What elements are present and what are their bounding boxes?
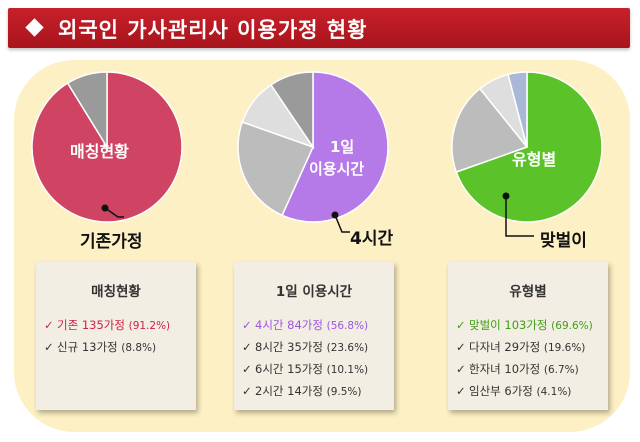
box-list: ✓ 맞벌이 103가정 (69.6%) ✓ 다자녀 29가정 (19.6%) ✓ 한자녀 …: [456, 314, 593, 402]
callout-line-matching: [101, 204, 124, 218]
pie-center-label-line1: 1일: [330, 138, 355, 156]
list-item: ✓ 4시간 84가정 (56.8%): [242, 314, 368, 336]
item-percent: (9.5%): [326, 386, 362, 398]
list-item: ✓ 6시간 15가정 (10.1%): [242, 358, 368, 380]
check-icon: ✓: [242, 318, 252, 332]
item-percent: (91.2%): [128, 320, 171, 332]
pie-svg-type: [451, 71, 603, 223]
box-title: 유형별: [509, 284, 547, 300]
summary-box-matching: 매칭현황 ✓ 기존 135가정 (91.2%) ✓ 신규 13가정 (8.8%): [36, 262, 196, 410]
item-text: 2시간 14가정: [255, 384, 327, 398]
list-item: ✓ 2시간 14가정 (9.5%): [242, 380, 368, 402]
pie-center-label-matching: 매칭현황: [70, 142, 129, 161]
callout-label-daily-hours: 4시간: [350, 229, 394, 249]
box-list: ✓ 기존 135가정 (91.2%) ✓ 신규 13가정 (8.8%): [44, 314, 170, 358]
list-item: ✓ 기존 135가정 (91.2%): [44, 314, 170, 336]
pie-slice-0-1: [66, 71, 108, 150]
pie-chart-type: [451, 71, 603, 226]
item-percent: (56.8%): [326, 320, 369, 332]
pie-chart-matching: [31, 71, 183, 226]
item-percent: (69.6%): [551, 320, 593, 332]
pie-slice-2-0: [455, 71, 603, 223]
box-list: ✓ 4시간 84가정 (56.8%) ✓ 8시간 35가정 (23.6%) ✓ 6시간 1…: [242, 314, 368, 402]
item-percent: (23.6%): [326, 342, 369, 354]
pie-svg-daily-hours: [237, 71, 389, 223]
list-item: ✓ 한자녀 10가정 (6.7%): [456, 358, 593, 380]
item-text: 6시간 15가정: [255, 362, 327, 376]
item-percent: (19.6%): [543, 342, 586, 354]
pie-slice-1-1: [237, 121, 315, 217]
summary-box-daily-hours: 1일 이용시간 ✓ 4시간 84가정 (56.8%) ✓ 8시간 35가정 (23.6…: [234, 262, 394, 410]
callout-line-type: [502, 192, 534, 237]
item-percent: (6.7%): [543, 364, 579, 376]
pie-center-label-line2: 이용시간: [309, 160, 365, 178]
pie-slice-2-1: [451, 87, 529, 173]
check-icon: ✓: [242, 340, 252, 354]
check-icon: ✓: [242, 362, 252, 376]
item-text: 다자녀 29가정: [469, 340, 544, 354]
pie-slice-1-0: [281, 71, 389, 223]
item-text: 한자녀 10가정: [469, 362, 544, 376]
item-percent: (10.1%): [326, 364, 369, 376]
list-item: ✓ 임산부 6가정 (4.1%): [456, 380, 593, 402]
item-percent: (4.1%): [536, 386, 572, 398]
pie-chart-daily-hours: [237, 71, 389, 226]
pie-center-label-type: 유형별: [512, 150, 557, 169]
item-text: 4시간 84가정: [255, 318, 327, 332]
item-text: 임산부 6가정: [469, 384, 537, 398]
item-text: 기존 135가정: [57, 318, 129, 332]
check-icon: ✓: [44, 318, 54, 332]
title-banner: 외국인 가사관리사 이용가정 현황: [8, 8, 630, 48]
check-icon: ✓: [242, 384, 252, 398]
list-item: ✓ 다자녀 29가정 (19.6%): [456, 336, 593, 358]
box-title: 매칭현황: [91, 284, 141, 300]
item-text: 맞벌이 103가정: [469, 318, 552, 332]
check-icon: ✓: [456, 362, 466, 376]
summary-box-type: 유형별 ✓ 맞벌이 103가정 (69.6%) ✓ 다자녀 29가정 (19.6%) ✓…: [448, 262, 608, 410]
pie-slice-1-3: [269, 71, 314, 150]
box-title: 1일 이용시간: [275, 284, 353, 300]
check-icon: ✓: [456, 384, 466, 398]
callout-label-matching: 기존가정: [80, 232, 143, 252]
list-item: ✓ 신규 13가정 (8.8%): [44, 336, 170, 358]
check-icon: ✓: [456, 318, 466, 332]
item-text: 8시간 35가정: [255, 340, 327, 354]
diamond-icon: [25, 18, 44, 37]
item-percent: (8.8%): [121, 342, 157, 354]
callout-label-type: 맞벌이: [540, 231, 587, 251]
pie-svg-matching: [31, 71, 183, 223]
pie-slice-2-3: [507, 71, 528, 148]
list-item: ✓ 맞벌이 103가정 (69.6%): [456, 314, 593, 336]
callout-line-daily-hours: [331, 211, 350, 233]
page-title: 외국인 가사관리사 이용가정 현황: [58, 18, 368, 42]
list-item: ✓ 8시간 35가정 (23.6%): [242, 336, 368, 358]
check-icon: ✓: [44, 340, 54, 354]
item-text: 신규 13가정: [57, 340, 122, 354]
check-icon: ✓: [456, 340, 466, 354]
